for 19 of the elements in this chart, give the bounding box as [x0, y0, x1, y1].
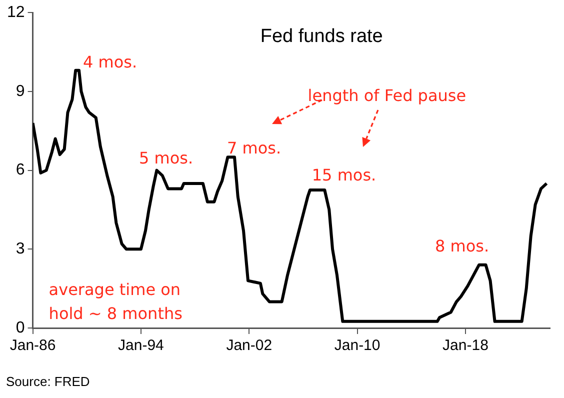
annotation: 5 mos.: [138, 148, 194, 168]
annotation: 8 mos.: [434, 236, 490, 256]
annotation: average time on hold ~ 8 months: [48, 279, 184, 325]
source-note: Source: FRED: [6, 374, 90, 389]
annotation: 15 mos.: [312, 166, 376, 184]
x-tick-label: Jan-10: [334, 337, 380, 354]
x-tick-label: Jan-18: [442, 337, 488, 354]
y-tick-label: 12: [7, 4, 25, 22]
x-tick-label: Jan-86: [10, 337, 56, 354]
y-tick-label: 0: [16, 319, 25, 336]
annotation: length of Fed pause: [308, 86, 466, 105]
y-tick-label: 9: [16, 82, 25, 100]
text: Fed funds rate: [260, 26, 383, 48]
x-tick-label: Jan-02: [226, 337, 272, 354]
y-tick-label: 3: [16, 240, 25, 258]
y-tick-label: 6: [16, 162, 25, 179]
annotation: 4 mos.: [82, 52, 138, 72]
x-tick-label: Jan-94: [118, 337, 164, 354]
annotation: 7 mos.: [226, 138, 282, 158]
